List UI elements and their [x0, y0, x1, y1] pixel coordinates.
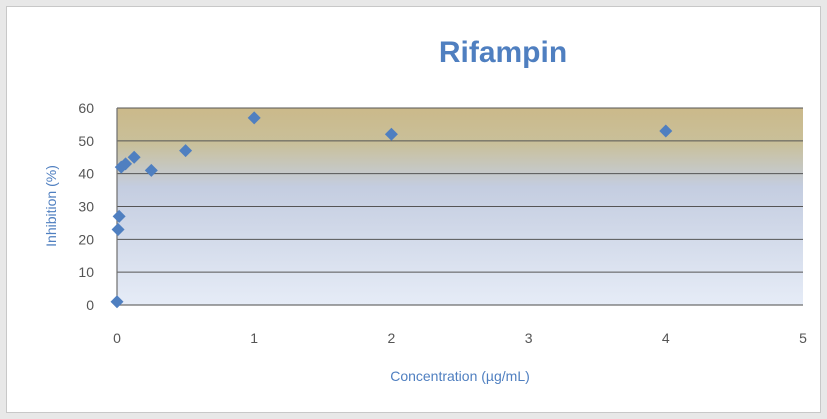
data-point [110, 295, 124, 309]
y-tick-label: 30 [78, 199, 94, 215]
data-point [179, 144, 193, 158]
data-point [144, 163, 158, 177]
data-point [659, 124, 673, 138]
data-point [112, 209, 126, 223]
x-tick-label: 3 [525, 330, 533, 346]
data-point [119, 157, 133, 171]
x-tick-label: 5 [799, 330, 807, 346]
data-point [127, 150, 141, 164]
data-points [110, 111, 673, 309]
data-point [247, 111, 261, 125]
y-tick-labels: 0 10 20 30 40 50 60 [78, 100, 94, 313]
x-tick-label: 4 [662, 330, 670, 346]
y-axis-label: Inhibition (%) [43, 165, 59, 247]
chart-title: Rifampin [439, 36, 567, 69]
y-tick-label: 50 [78, 133, 94, 149]
y-tick-label: 60 [78, 100, 94, 116]
y-tick-label: 20 [78, 231, 94, 247]
data-point [384, 127, 398, 141]
x-tick-label: 0 [113, 330, 121, 346]
data-point [111, 222, 125, 236]
y-tick-label: 0 [86, 297, 94, 313]
x-tick-label: 1 [250, 330, 258, 346]
x-tick-label: 2 [388, 330, 396, 346]
x-axis-label: Concentration (µg/mL) [390, 368, 530, 384]
y-tick-label: 40 [78, 166, 94, 182]
x-tick-labels: 0 1 2 3 4 5 [113, 330, 807, 346]
y-tick-label: 10 [78, 264, 94, 280]
gridlines [117, 107, 803, 273]
